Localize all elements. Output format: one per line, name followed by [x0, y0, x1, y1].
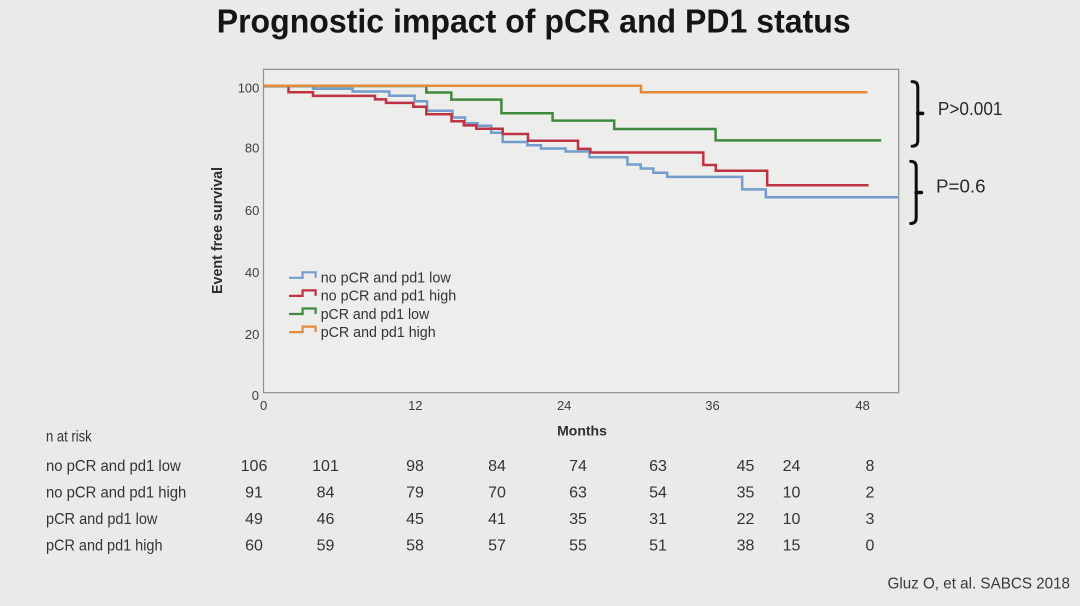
svg-text:22: 22: [737, 511, 755, 528]
svg-text:Event free survival: Event free survival: [209, 167, 226, 294]
svg-text:pCR and pd1 high: pCR and pd1 high: [46, 537, 163, 554]
svg-text:57: 57: [488, 537, 506, 554]
svg-text:no pCR and pd1 high: no pCR and pd1 high: [46, 485, 186, 502]
svg-text:Prognostic impact of pCR and P: Prognostic impact of pCR and PD1 status: [217, 3, 851, 40]
svg-text:pCR and pd1 low: pCR and pd1 low: [46, 511, 158, 528]
svg-text:60: 60: [245, 203, 259, 218]
svg-text:no pCR and pd1 low: no pCR and pd1 low: [46, 458, 181, 475]
svg-text:10: 10: [783, 511, 801, 528]
svg-text:63: 63: [569, 485, 587, 502]
svg-text:no pCR and pd1 high: no pCR and pd1 high: [321, 288, 457, 305]
svg-text:31: 31: [649, 511, 667, 528]
svg-text:51: 51: [649, 537, 667, 554]
svg-text:24: 24: [557, 398, 571, 413]
svg-text:54: 54: [649, 485, 667, 502]
svg-text:55: 55: [569, 537, 587, 554]
svg-text:3: 3: [866, 511, 875, 528]
svg-text:49: 49: [245, 511, 263, 528]
svg-text:79: 79: [406, 485, 424, 502]
svg-text:2: 2: [866, 485, 875, 502]
svg-text:0: 0: [260, 398, 267, 413]
svg-text:0: 0: [866, 537, 875, 554]
svg-text:100: 100: [238, 81, 260, 96]
svg-text:n at risk: n at risk: [46, 428, 93, 445]
svg-text:8: 8: [866, 458, 875, 475]
svg-text:59: 59: [317, 537, 335, 554]
svg-text:Gluz O, et al. SABCS 2018: Gluz O, et al. SABCS 2018: [888, 575, 1071, 592]
svg-text:63: 63: [649, 458, 667, 475]
svg-text:pCR and pd1 low: pCR and pd1 low: [321, 306, 430, 323]
svg-text:58: 58: [406, 537, 424, 554]
svg-text:40: 40: [245, 265, 259, 280]
svg-text:24: 24: [783, 458, 801, 475]
svg-text:60: 60: [245, 537, 263, 554]
svg-text:84: 84: [488, 458, 506, 475]
svg-text:45: 45: [406, 511, 424, 528]
svg-text:84: 84: [317, 485, 335, 502]
svg-text:10: 10: [783, 485, 801, 502]
svg-text:98: 98: [406, 458, 424, 475]
svg-text:70: 70: [488, 485, 506, 502]
svg-text:46: 46: [317, 511, 335, 528]
svg-text:P>0.001: P>0.001: [938, 98, 1003, 119]
svg-text:P=0.6: P=0.6: [936, 176, 986, 197]
svg-text:74: 74: [569, 458, 587, 475]
svg-text:48: 48: [855, 398, 869, 413]
svg-text:35: 35: [737, 485, 755, 502]
svg-text:45: 45: [737, 458, 755, 475]
svg-text:101: 101: [312, 458, 339, 475]
svg-text:no pCR and pd1 low: no pCR and pd1 low: [321, 270, 451, 287]
svg-text:20: 20: [245, 327, 259, 342]
svg-text:Months: Months: [557, 423, 607, 439]
svg-text:91: 91: [245, 485, 263, 502]
svg-text:35: 35: [569, 511, 587, 528]
svg-text:41: 41: [488, 511, 506, 528]
svg-text:15: 15: [783, 537, 801, 554]
svg-text:80: 80: [245, 141, 259, 156]
svg-text:38: 38: [737, 537, 755, 554]
svg-text:12: 12: [408, 398, 422, 413]
svg-text:36: 36: [705, 398, 719, 413]
svg-text:pCR and pd1 high: pCR and pd1 high: [321, 324, 436, 341]
svg-text:106: 106: [241, 458, 268, 475]
svg-text:0: 0: [252, 388, 259, 403]
